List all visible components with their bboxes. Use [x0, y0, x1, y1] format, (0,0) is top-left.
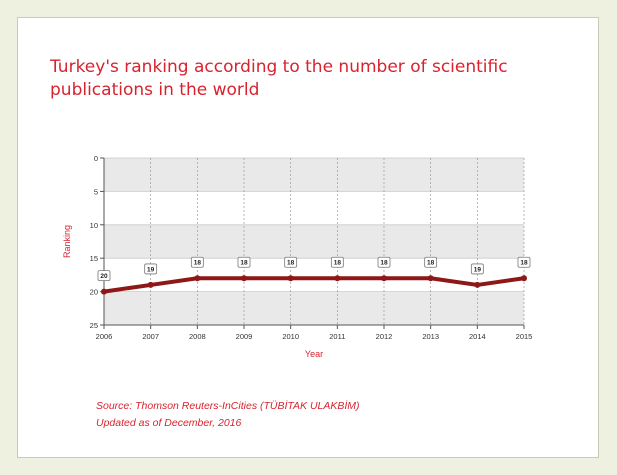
- y-tick-label: 0: [94, 154, 98, 163]
- data-label: 18: [287, 260, 295, 267]
- updated-line: Updated as of December, 2016: [96, 417, 242, 429]
- data-label: 18: [427, 260, 435, 267]
- grid-band: [104, 291, 524, 325]
- x-tick-label: 2010: [282, 332, 299, 341]
- data-label-box: [424, 256, 438, 268]
- data-label-box: [377, 256, 391, 268]
- data-point: [287, 275, 294, 282]
- x-tick-label: 2011: [329, 332, 345, 341]
- data-point: [474, 281, 481, 288]
- x-tick-label: 2008: [189, 332, 206, 341]
- series-line: [102, 276, 526, 294]
- source-line: Source: Thomson Reuters-InCities (TÜBİTA…: [96, 400, 360, 412]
- data-point: [101, 288, 107, 295]
- data-label: 19: [147, 266, 155, 273]
- x-tick-label: 2015: [516, 332, 533, 341]
- data-point: [194, 275, 201, 282]
- source-note: Source: Thomson Reuters-InCities (TÜBİTA…: [96, 398, 360, 432]
- data-label-box: [330, 256, 344, 268]
- grid-band: [104, 158, 524, 192]
- data-label-box: [284, 256, 298, 268]
- x-tick-label: 2012: [376, 332, 393, 341]
- data-label: 18: [240, 260, 248, 267]
- x-tick-label: 2006: [96, 332, 113, 341]
- x-tick-label: 2007: [142, 332, 159, 341]
- y-axis-label: Ranking: [62, 225, 72, 258]
- grid-band: [104, 224, 524, 259]
- data-label-box: [97, 270, 111, 282]
- y-tick-label: 20: [90, 288, 98, 297]
- y-tick-label: 15: [90, 254, 98, 263]
- chart-title: Turkey's ranking according to the number…: [50, 57, 508, 100]
- x-tick-label: 2009: [236, 332, 253, 341]
- x-axis-label: Year: [305, 349, 323, 359]
- data-label: 19: [474, 266, 482, 273]
- y-tick-label: 5: [94, 187, 98, 196]
- x-tick-label: 2014: [469, 332, 486, 341]
- data-label-box: [517, 256, 531, 268]
- data-point: [334, 275, 341, 282]
- data-label: 18: [380, 260, 388, 267]
- data-label: 18: [334, 260, 342, 267]
- data-point: [147, 281, 154, 288]
- data-label: 18: [194, 260, 202, 267]
- x-tick-label: 2013: [422, 332, 439, 341]
- data-label: 20: [100, 273, 108, 280]
- data-label-box: [237, 256, 251, 268]
- y-tick-label: 10: [90, 221, 98, 230]
- data-point: [427, 275, 434, 282]
- data-label-box: [470, 263, 484, 275]
- y-tick-label: 25: [90, 321, 98, 330]
- data-label: 18: [520, 260, 528, 267]
- data-label-box: [144, 263, 158, 275]
- data-label-box: [190, 256, 204, 268]
- data-point: [381, 275, 387, 282]
- data-point: [241, 275, 247, 282]
- data-point: [521, 275, 527, 282]
